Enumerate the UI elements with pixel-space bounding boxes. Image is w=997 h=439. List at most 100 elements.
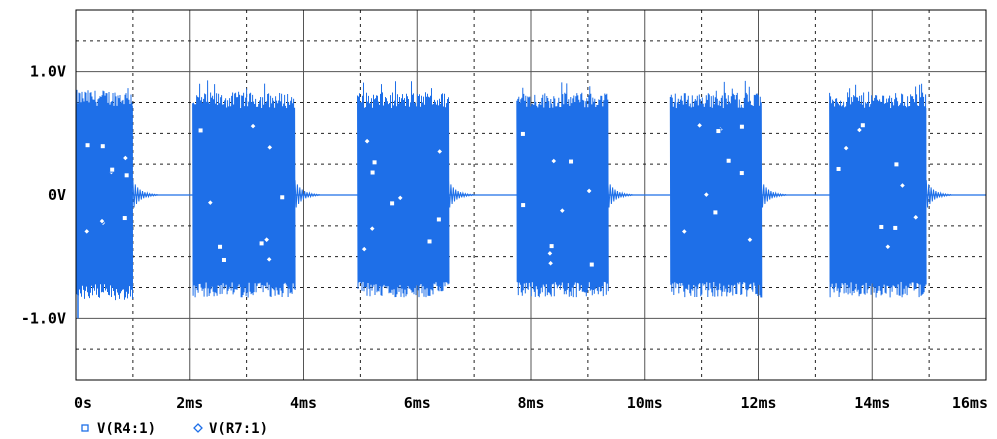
r4-marker [217,243,224,250]
r7-marker [83,227,91,236]
marker-group [83,121,920,268]
r7-marker [550,157,558,165]
r4-marker [84,142,91,149]
r7-marker [262,235,271,244]
r7-marker [266,143,274,152]
r7-marker [842,144,850,152]
r7-marker [436,147,444,156]
r7-marker [855,126,864,134]
x-axis-ticks: 0s 2ms 4ms 6ms 8ms 10ms 12ms 14ms 16ms [74,394,988,412]
x-tick-label: 14ms [854,394,890,412]
y-tick-label: 1.0V [30,63,66,81]
x-tick-label: 12ms [740,394,776,412]
r7-marker [585,187,593,195]
r7-marker [360,245,368,253]
r4-marker [588,261,595,268]
burst-1 [75,88,159,301]
r4-marker [519,130,526,137]
r4-marker [878,223,885,230]
legend-item-r7: V(R7:1) [193,421,268,437]
r7-marker [546,259,555,267]
r4-marker [835,165,842,172]
burst-oscillation [357,81,450,298]
r4-marker [121,215,128,222]
x-tick-label: 6ms [404,394,431,412]
r4-marker [435,216,442,223]
burst-6 [829,83,952,298]
burst-ring-tail [448,180,475,208]
r4-marker [389,200,396,207]
r4-marker [520,202,527,209]
r7-marker [121,154,130,162]
r7-marker [898,181,907,190]
burst-oscillation [669,80,763,298]
r4-marker [369,169,376,176]
burst-ring-tail [607,180,634,208]
r4-marker [279,194,286,201]
r4-marker [99,143,106,150]
r4-marker [725,157,732,164]
r4-marker [859,122,866,129]
trace-group [75,80,986,319]
r7-marker [746,236,754,244]
legend-label-r7: V(R7:1) [209,421,268,437]
x-tick-label: 0s [74,394,92,412]
burst-2 [192,80,321,298]
r7-marker [396,194,404,202]
r4-marker [892,224,899,231]
legend-item-r4: V(R4:1) [81,421,156,437]
r4-marker [738,170,745,177]
legend: V(R4:1) V(R7:1) [81,421,268,437]
r7-marker [249,122,257,130]
r4-marker [715,128,722,135]
x-tick-label: 16ms [952,394,988,412]
burst-ring-tail [925,180,952,208]
r7-marker [265,255,273,264]
x-tick-label: 10ms [627,394,663,412]
r4-marker [109,166,116,173]
burst-oscillation [75,88,133,301]
y-axis-ticks: 1.0V 0V -1.0V [21,63,66,328]
r4-marker [893,161,900,168]
r4-marker [548,243,555,250]
x-tick-label: 8ms [517,394,544,412]
r7-marker [368,224,376,233]
r4-marker [738,123,745,130]
r4-marker [426,238,433,245]
r4-marker [712,209,719,216]
r7-marker [546,249,554,258]
burst-ring-tail [132,180,159,208]
r4-marker [123,172,130,179]
burst-oscillation [516,82,609,298]
r4-marker [568,158,575,165]
r7-marker [884,243,892,251]
x-tick-label: 2ms [176,394,203,412]
r7-marker [912,213,920,222]
burst-ring-tail [760,180,787,208]
burst-4 [516,82,634,298]
y-tick-label: -1.0V [21,309,66,327]
burst-oscillation [192,80,296,298]
burst-3 [357,81,475,298]
r7-marker [680,227,688,236]
r7-marker [702,190,711,199]
r7-marker [363,137,371,145]
square-marker-icon [81,424,89,432]
diamond-marker-icon [193,423,203,433]
r7-marker [98,217,106,225]
r4-marker [371,159,378,166]
burst-ring-tail [294,180,321,208]
x-tick-label: 4ms [290,394,317,412]
y-tick-label: 0V [48,186,66,204]
r7-marker [558,206,567,215]
r7-marker [695,121,704,130]
burst-oscillation [829,83,927,298]
burst-5 [669,80,787,298]
r7-marker [206,198,215,207]
r4-marker [258,240,265,247]
plot-frame [75,9,987,381]
r4-marker [197,127,204,134]
r4-marker [220,256,227,263]
legend-label-r4: V(R4:1) [97,421,156,437]
